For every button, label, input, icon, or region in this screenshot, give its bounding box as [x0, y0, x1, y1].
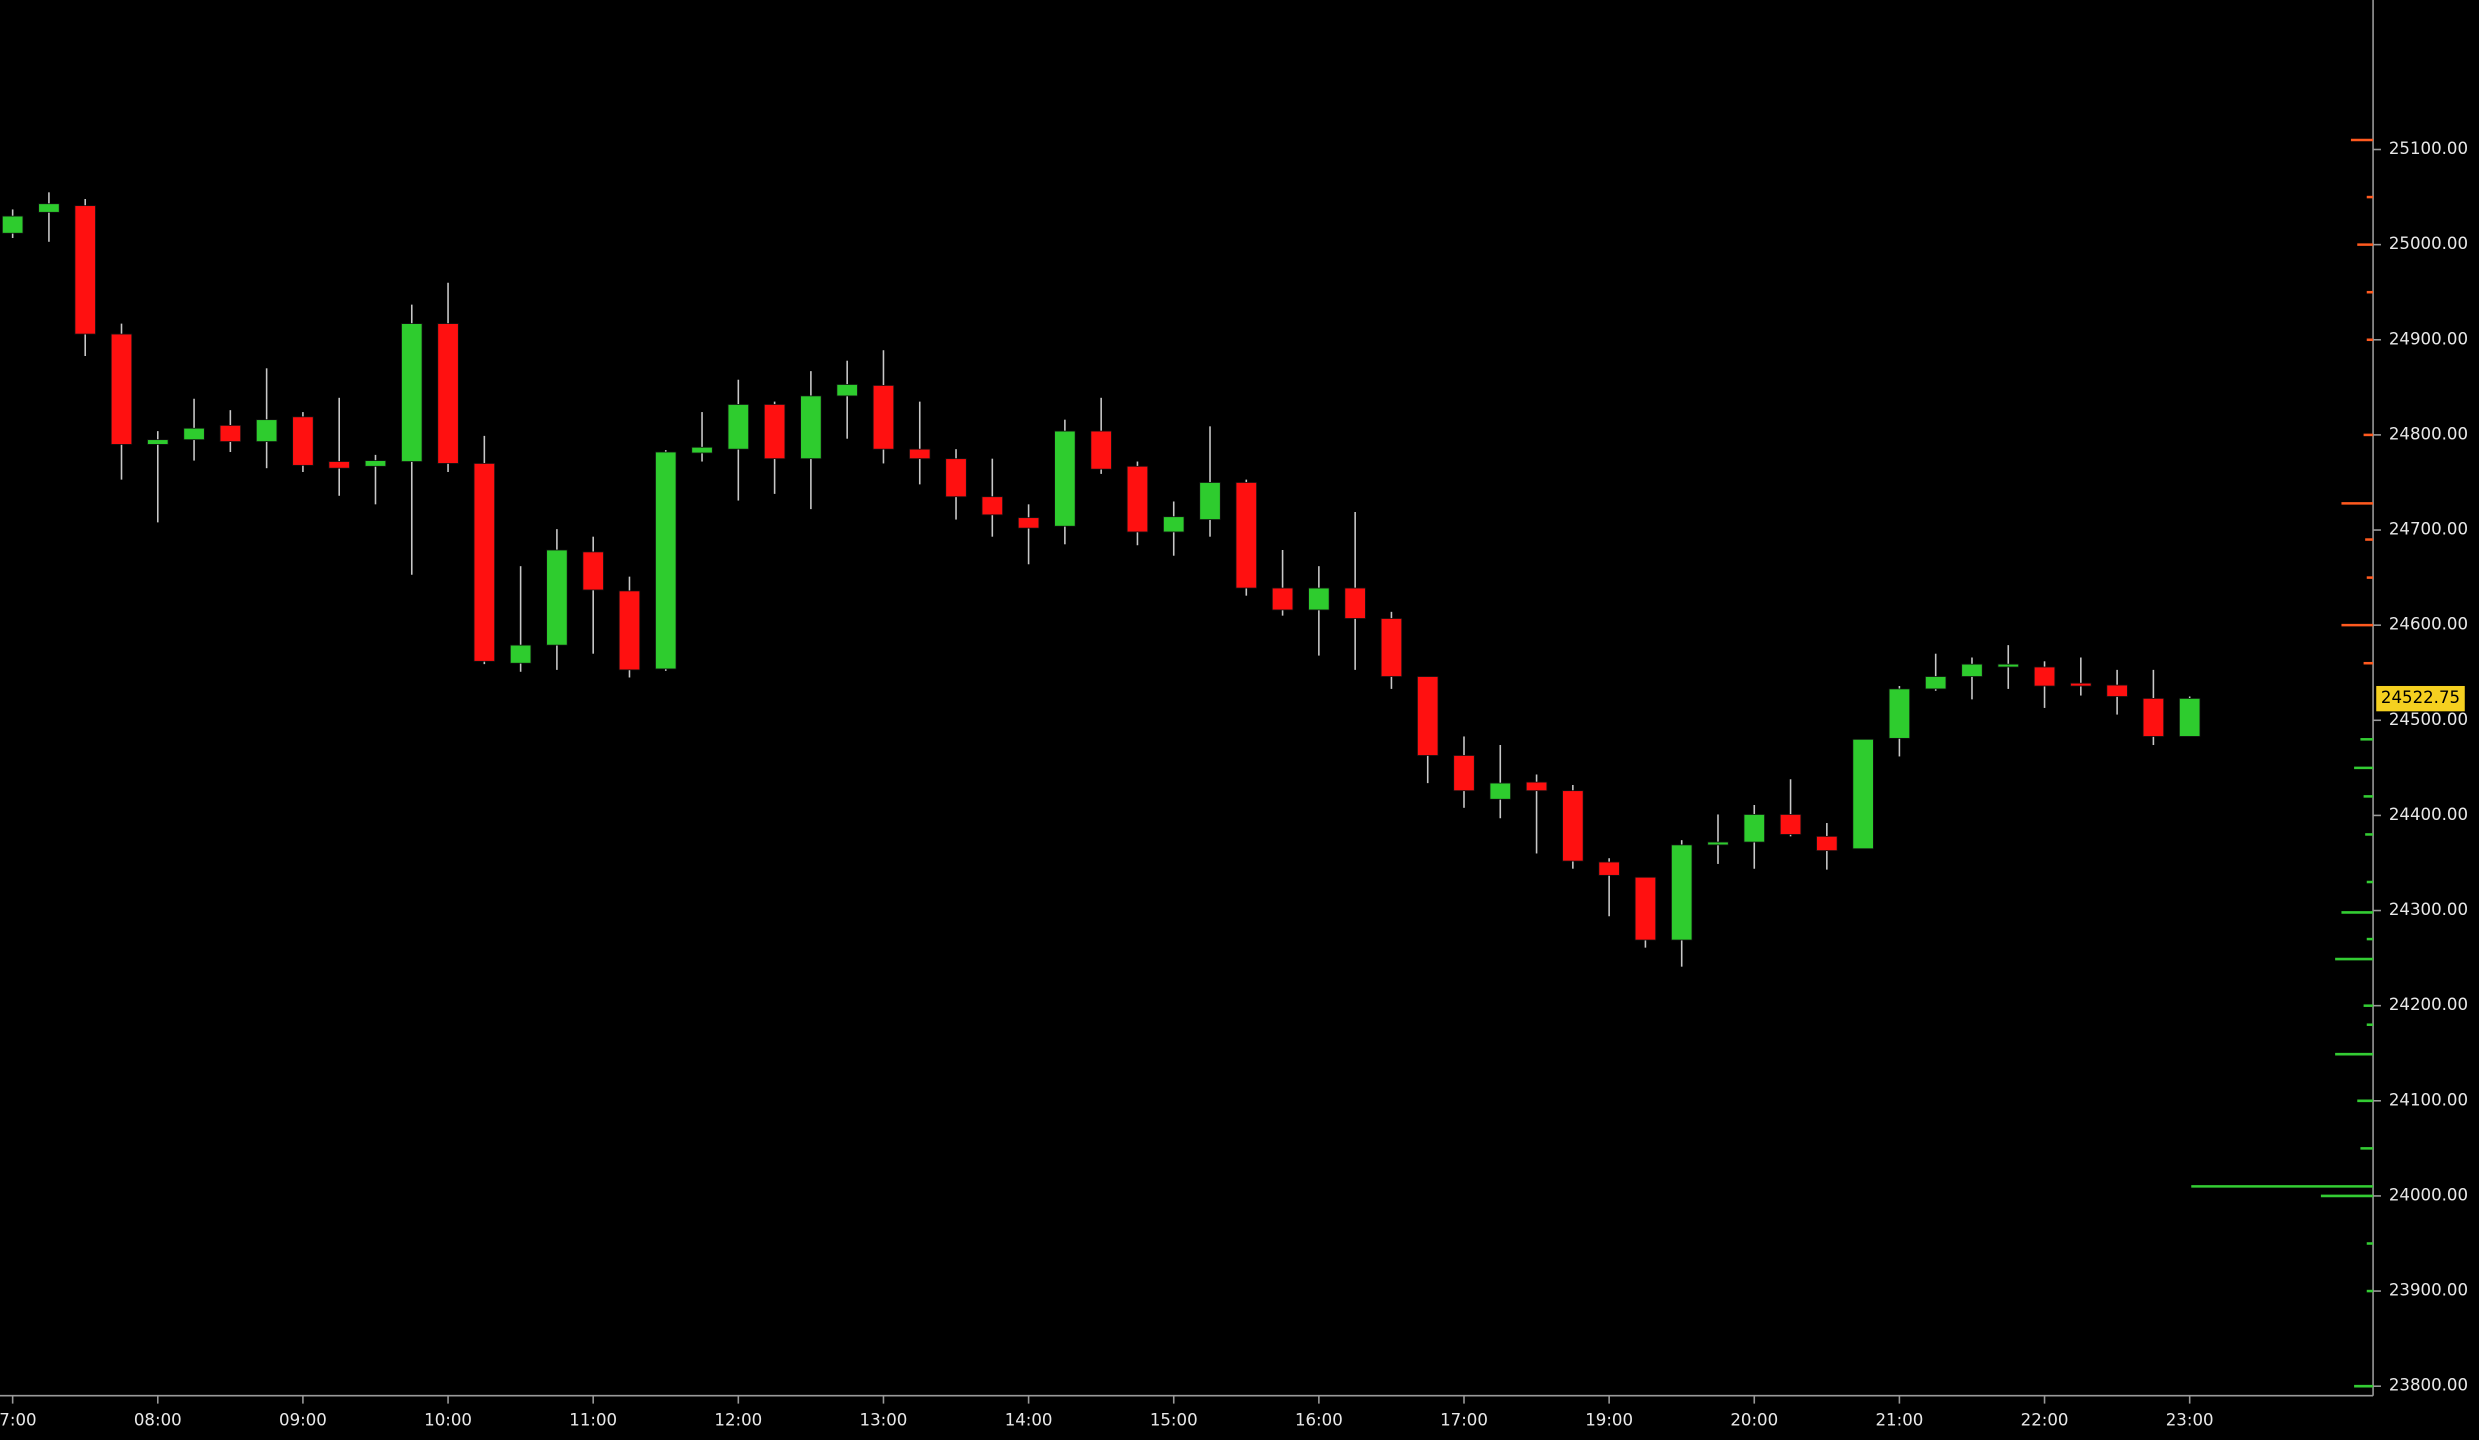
candle-body [655, 451, 677, 670]
candle-body [509, 644, 532, 664]
x-tick-label: 10:00 [424, 1411, 472, 1430]
candle-body [546, 549, 568, 646]
candle-body [292, 416, 314, 466]
x-tick-label: 23:00 [2166, 1411, 2214, 1430]
x-tick-label: 14:00 [1005, 1411, 1053, 1430]
x-tick-label: 12:00 [714, 1411, 762, 1430]
candle-body [2179, 698, 2201, 737]
candle-body [1453, 755, 1475, 792]
y-tick-label: 23900.00 [2389, 1281, 2468, 1300]
candle-body [945, 458, 967, 498]
candle-body [1707, 841, 1729, 846]
candle-body [1090, 430, 1112, 470]
y-tick-label: 24500.00 [2389, 710, 2468, 729]
x-tick-label: 22:00 [2021, 1411, 2069, 1430]
candle-body [836, 384, 858, 397]
candle-body [328, 461, 350, 469]
candle-body [1017, 517, 1040, 529]
candle-body [1743, 814, 1765, 843]
candle-body [1054, 430, 1076, 527]
candle-body [1525, 781, 1548, 792]
candle-body [1779, 814, 1802, 835]
candle-body [1163, 516, 1185, 533]
y-tick-label: 25100.00 [2389, 139, 2468, 158]
candle-body [872, 385, 895, 450]
y-tick-label: 24200.00 [2389, 995, 2468, 1014]
candle-body [1634, 876, 1657, 941]
candle-body [2070, 682, 2092, 687]
y-tick-label: 24900.00 [2389, 329, 2468, 348]
candle-body [147, 439, 169, 445]
x-tick-label: 19:00 [1585, 1411, 1633, 1430]
candle-body [582, 551, 604, 591]
y-tick-label: 24700.00 [2389, 520, 2468, 539]
x-tick-label: 09:00 [279, 1411, 327, 1430]
candle-body [473, 463, 496, 662]
candle-body [1852, 738, 1874, 850]
candle-body [691, 446, 713, 454]
y-tick-label: 24000.00 [2389, 1185, 2468, 1204]
candle-body [183, 427, 205, 441]
candle-body [1, 215, 24, 234]
x-tick-label: 17:00 [1440, 1411, 1488, 1430]
candle-body [909, 448, 931, 460]
candle-body [1888, 688, 1911, 739]
candle-body [1199, 482, 1221, 520]
candle-body [981, 496, 1003, 516]
candle-body [364, 460, 387, 467]
y-tick-label: 24600.00 [2389, 615, 2468, 634]
last-price-box [2376, 685, 2465, 712]
candle-body [1925, 676, 1947, 690]
y-tick-label: 24400.00 [2389, 805, 2468, 824]
candle-body [1126, 465, 1149, 533]
candle-body [1816, 835, 1838, 852]
candle-body [110, 333, 133, 445]
candle-body [763, 404, 786, 460]
candle-body [1671, 844, 1693, 941]
candle-body [1380, 618, 1403, 677]
x-tick-label: 16:00 [1295, 1411, 1343, 1430]
candle-body [2033, 666, 2056, 687]
candle-body [800, 395, 822, 460]
candle-body [437, 323, 459, 464]
candle-body [1344, 587, 1366, 619]
candle-body [1997, 663, 2019, 668]
y-tick-label: 24800.00 [2389, 424, 2468, 443]
x-tick-label: 08:00 [134, 1411, 182, 1430]
x-tick-label: 07:00 [0, 1411, 37, 1430]
candle-body [219, 424, 242, 442]
candle-body [2142, 698, 2165, 737]
candle-body [74, 205, 96, 335]
y-tick-label: 23800.00 [2389, 1376, 2468, 1395]
y-tick-label: 25000.00 [2389, 234, 2468, 253]
candle-body [618, 590, 641, 671]
candle-body [1235, 482, 1257, 589]
last-price-label: 24522.75 [2381, 688, 2460, 707]
x-tick-label: 20:00 [1730, 1411, 1778, 1430]
candle-body [401, 323, 423, 462]
candle-body [727, 404, 749, 450]
x-tick-label: 13:00 [860, 1411, 908, 1430]
candle-body [1417, 676, 1439, 756]
candle-body [38, 203, 60, 213]
x-tick-label: 21:00 [1876, 1411, 1924, 1430]
candle-body [2106, 684, 2128, 697]
candle-body [1562, 790, 1584, 862]
candle-body [255, 419, 278, 442]
y-tick-label: 24300.00 [2389, 900, 2468, 919]
candle-body [1308, 587, 1330, 611]
candle-body [1489, 782, 1511, 800]
y-tick-label: 24100.00 [2389, 1090, 2468, 1109]
candle-body [1271, 587, 1294, 611]
x-tick-label: 15:00 [1150, 1411, 1198, 1430]
candle-body [1961, 663, 1983, 677]
x-tick-label: 11:00 [569, 1411, 617, 1430]
candle-body [1598, 861, 1620, 876]
